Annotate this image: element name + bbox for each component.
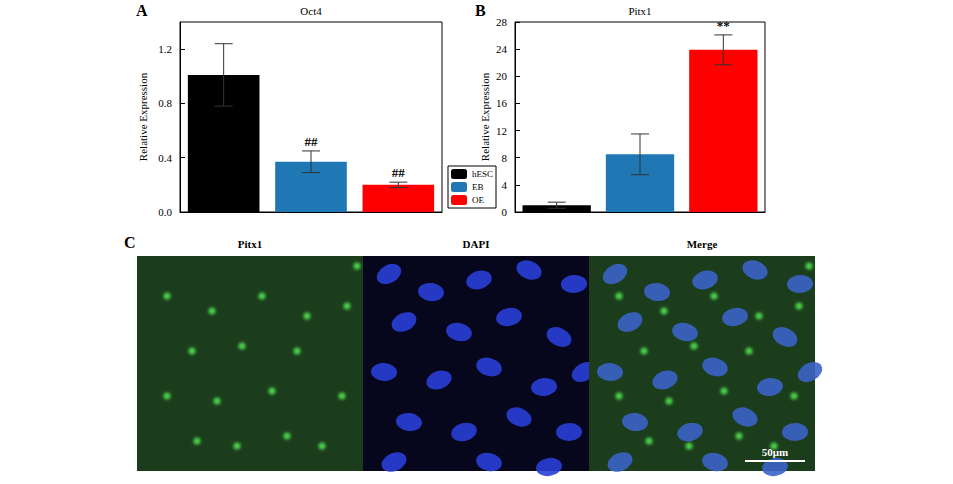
svg-text:1.2: 1.2	[158, 43, 172, 55]
svg-text:12: 12	[496, 125, 507, 137]
svg-text:OE: OE	[472, 195, 484, 205]
svg-text:Oct4: Oct4	[300, 5, 322, 17]
svg-text:Relative Expression: Relative Expression	[137, 72, 149, 161]
svg-text:EB: EB	[472, 182, 484, 192]
svg-text:16: 16	[496, 97, 508, 109]
svg-text:0: 0	[502, 206, 508, 218]
svg-text:hESC: hESC	[472, 169, 493, 179]
svg-text:C: C	[124, 234, 136, 251]
svg-text:28: 28	[496, 16, 508, 28]
svg-text:Relative Expression: Relative Expression	[479, 72, 491, 161]
svg-text:Pitx1: Pitx1	[628, 5, 651, 17]
svg-text:B: B	[475, 2, 486, 19]
svg-text:8: 8	[502, 152, 508, 164]
svg-text:20: 20	[496, 70, 508, 82]
svg-text:Merge: Merge	[687, 238, 718, 250]
svg-text:##: ##	[305, 134, 319, 149]
svg-text:**: **	[717, 18, 730, 33]
svg-text:0.0: 0.0	[158, 206, 172, 218]
svg-text:DAPI: DAPI	[463, 238, 490, 250]
svg-text:24: 24	[496, 43, 508, 55]
svg-text:0.4: 0.4	[158, 152, 172, 164]
svg-text:4: 4	[502, 179, 508, 191]
svg-text:50μm: 50μm	[762, 446, 788, 458]
svg-text:A: A	[136, 2, 148, 19]
svg-text:##: ##	[392, 165, 406, 180]
svg-text:0.8: 0.8	[158, 97, 172, 109]
svg-text:Pitx1: Pitx1	[238, 238, 262, 250]
